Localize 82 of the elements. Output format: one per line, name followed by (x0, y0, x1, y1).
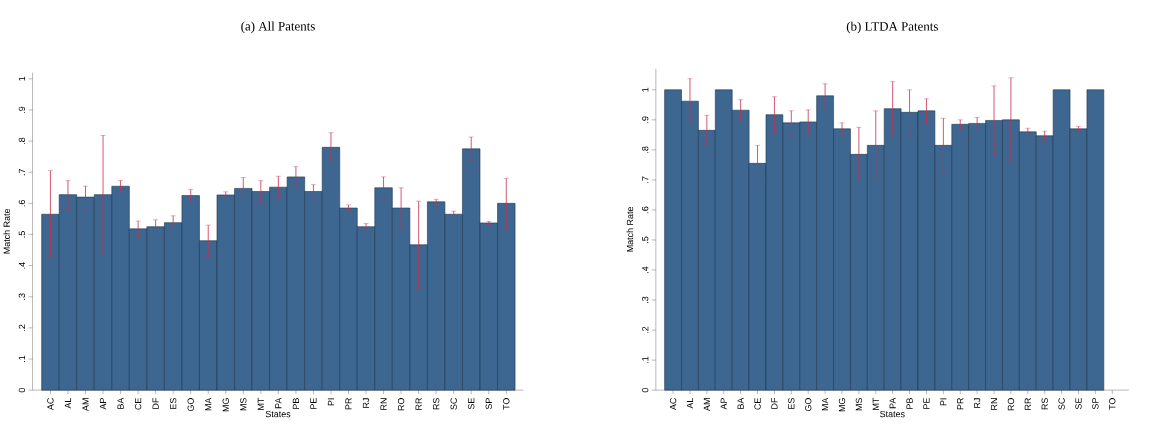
y-tick-label: .9 (18, 106, 26, 113)
x-tick-label: ES (169, 398, 177, 409)
y-tick-label: .3 (642, 296, 649, 303)
x-tick-label: AM (703, 398, 710, 412)
y-tick-label: .1 (642, 356, 649, 364)
y-tick-label: .7 (642, 176, 649, 183)
x-tick-label: GO (805, 398, 812, 412)
x-tick-label: CE (754, 398, 761, 410)
x-tick-label: AM (82, 398, 89, 412)
y-tick-label: 1 (642, 87, 649, 92)
x-tick-label: RO (397, 398, 405, 411)
y-axis-title: Match Rate (3, 208, 10, 254)
x-tick-label: MT (257, 397, 264, 410)
x-tick-label: RR (1024, 398, 1031, 410)
x-tick-label: PR (957, 398, 964, 410)
x-tick-label: DF (771, 397, 778, 409)
x-tick-label: SE (468, 398, 475, 410)
y-tick-label: .2 (18, 324, 26, 331)
chart-title: (a) All Patents (241, 21, 315, 34)
chart-title: (b) LTDA Patents (846, 21, 938, 34)
x-tick-label: AC (47, 397, 54, 411)
x-tick-label: RN (990, 398, 998, 410)
x-tick-label: PB (906, 398, 913, 409)
x-tick-label: PE (923, 398, 930, 409)
y-tick-label: 0 (18, 387, 26, 393)
x-tick-label: RO (1007, 398, 1015, 411)
x-tick-label: TO (503, 398, 510, 410)
x-axis-title: States (880, 410, 905, 418)
x-tick-label: SP (1092, 398, 1099, 410)
x-tick-label: BA (737, 397, 744, 409)
x-tick-label: CE (134, 398, 142, 410)
x-tick-label: PE (310, 398, 317, 409)
x-tick-label: SE (1075, 398, 1082, 410)
x-tick-label: TO (1109, 398, 1116, 410)
x-tick-label: AL (64, 397, 72, 409)
y-tick-label: .6 (18, 200, 26, 207)
x-tick-label: PA (275, 397, 282, 409)
x-tick-label: SC (1058, 397, 1065, 410)
y-tick-label: .3 (18, 293, 26, 300)
x-tick-label: PB (292, 398, 299, 409)
y-tick-label: .8 (18, 137, 26, 144)
y-axis-title: Match Rate (626, 206, 634, 252)
y-tick-label: .1 (18, 355, 26, 362)
x-tick-label: ES (788, 398, 795, 409)
x-tick-label: PR (345, 398, 352, 410)
x-tick-label: RJ (974, 398, 981, 408)
x-tick-label: AP (720, 398, 727, 410)
x-tick-label: AL (686, 397, 694, 409)
y-tick-label: .8 (642, 146, 649, 153)
y-tick-label: .2 (642, 326, 649, 333)
x-tick-label: MS (240, 398, 247, 411)
x-tick-label: DF (152, 397, 159, 409)
y-tick-label: .9 (642, 116, 649, 123)
x-tick-label: SP (485, 398, 492, 410)
y-tick-label: .4 (642, 266, 649, 273)
x-tick-label: MG (838, 398, 846, 412)
x-tick-label: PA (889, 397, 896, 409)
x-tick-label: RN (380, 398, 387, 410)
x-tick-label: PI (940, 398, 947, 406)
y-tick-label: 1 (18, 76, 26, 81)
y-tick-label: .6 (642, 206, 649, 213)
y-tick-label: .5 (18, 231, 26, 238)
x-tick-label: MG (222, 398, 229, 412)
x-tick-label: MA (205, 397, 212, 411)
x-tick-label: BA (117, 397, 124, 409)
x-tick-label: MT (872, 397, 879, 410)
x-tick-label: MS (855, 398, 863, 411)
x-tick-label: RR (415, 398, 422, 410)
y-tick-label: .7 (18, 168, 26, 176)
x-axis-title: States (265, 410, 291, 418)
x-tick-label: AC (669, 397, 677, 411)
y-tick-label: .5 (642, 236, 649, 243)
x-tick-label: MA (822, 397, 829, 411)
x-tick-label: GO (187, 398, 194, 412)
x-tick-label: SC (450, 397, 457, 410)
x-tick-label: AP (99, 398, 107, 410)
x-tick-label: RS (1041, 398, 1048, 410)
y-tick-label: 0 (642, 387, 649, 393)
y-tick-label: .4 (18, 262, 26, 269)
x-tick-label: PI (327, 398, 335, 406)
x-tick-label: RS (432, 398, 440, 410)
x-tick-label: RJ (362, 398, 370, 408)
